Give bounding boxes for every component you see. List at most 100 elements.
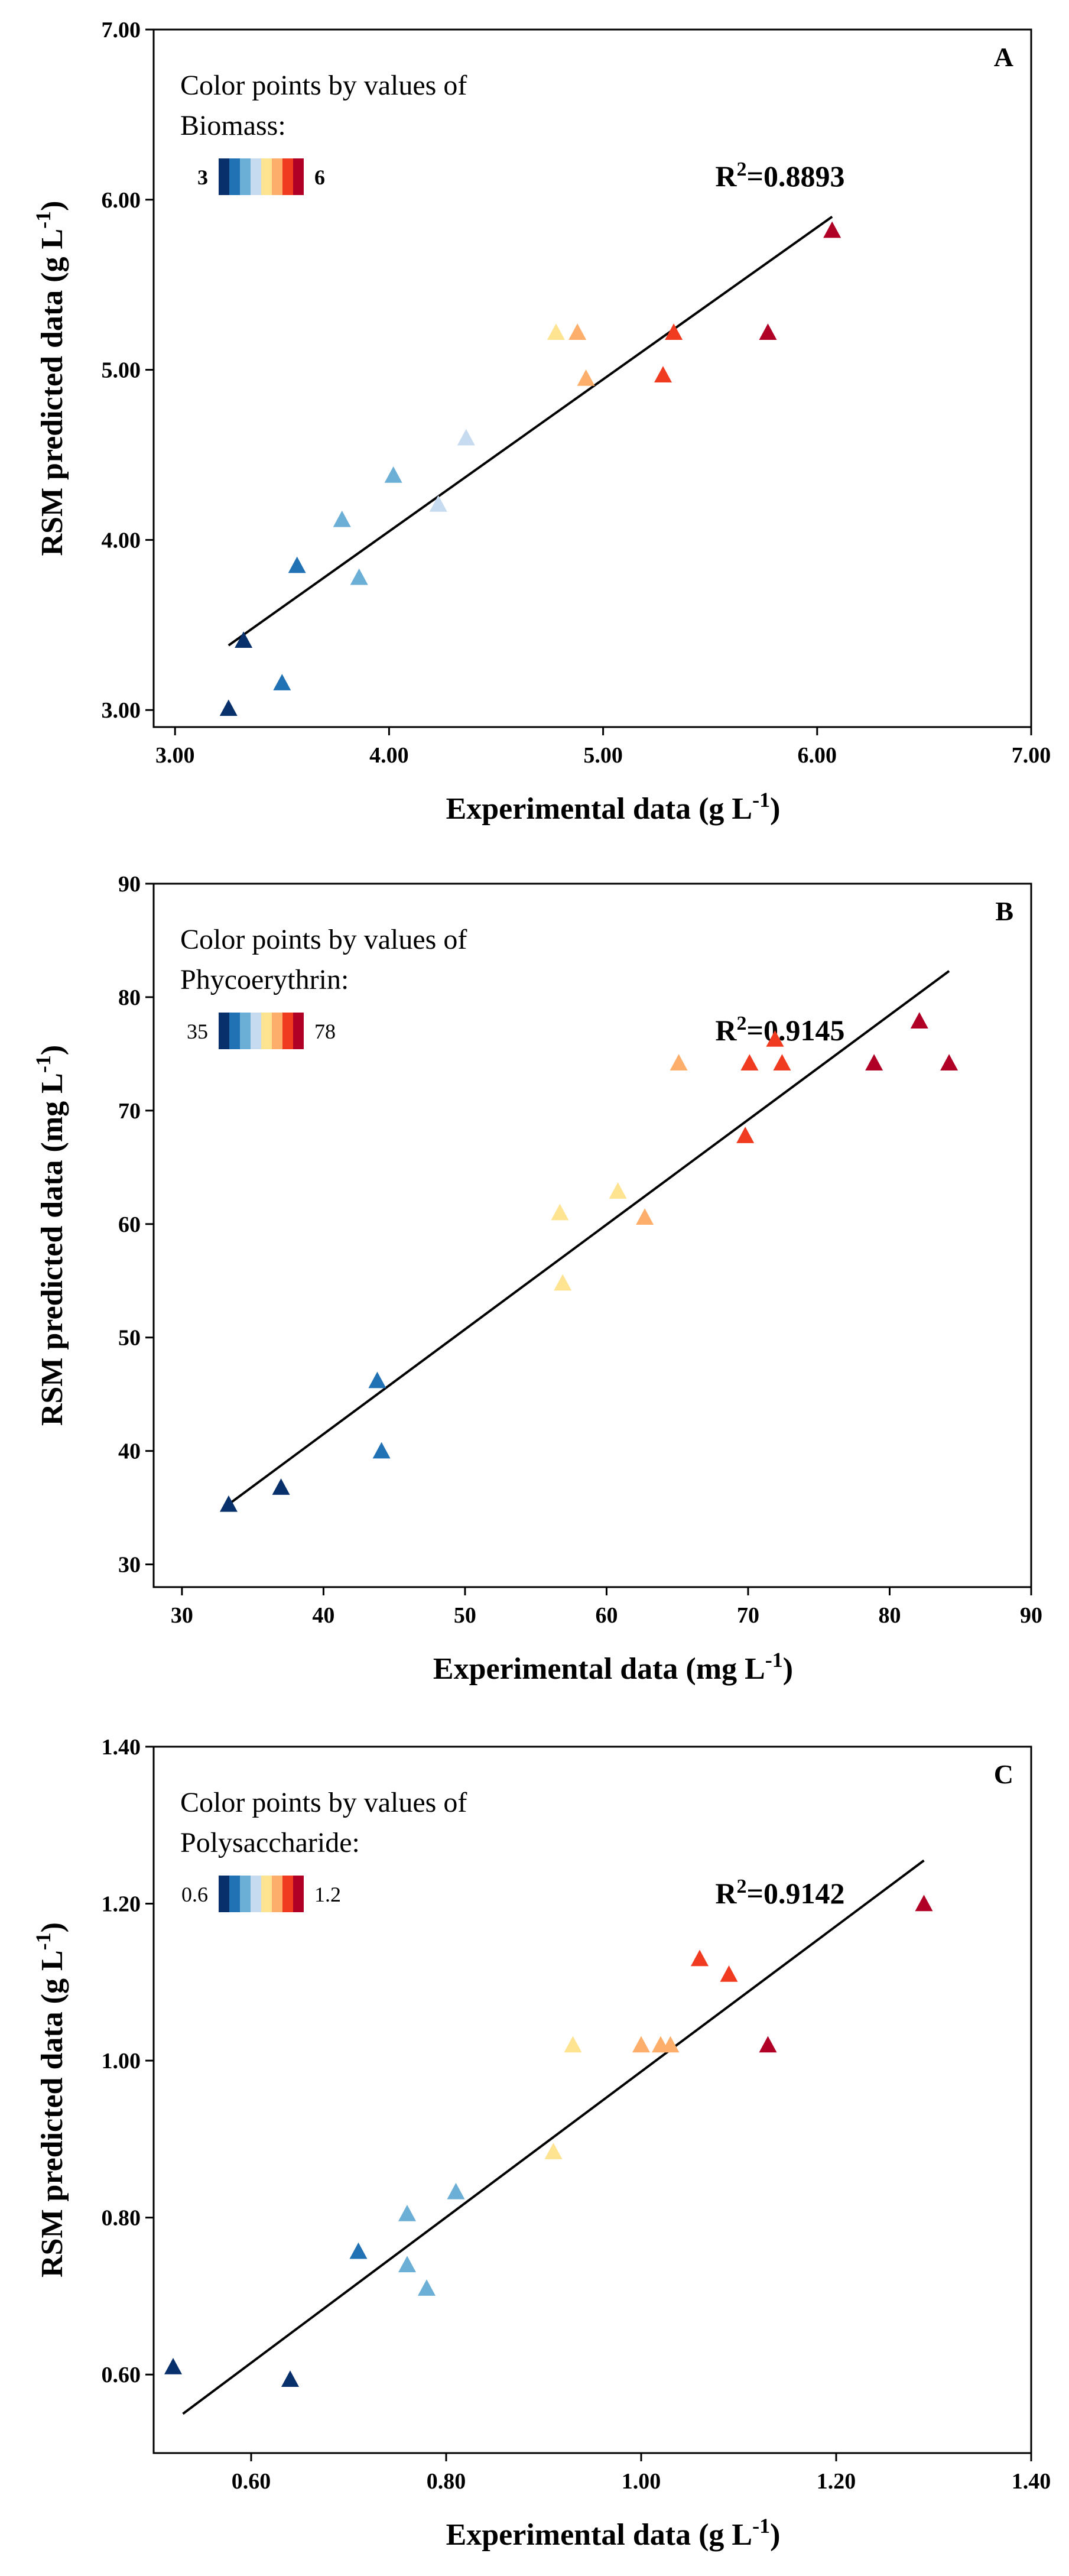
x-tick-label: 3.00 — [155, 743, 195, 768]
legend-color-swatch — [229, 1876, 240, 1912]
x-tick-label: 60 — [595, 1603, 618, 1628]
data-point — [398, 2205, 416, 2221]
x-tick-label: 5.00 — [583, 743, 623, 768]
x-tick-label: 0.60 — [232, 2469, 271, 2494]
y-tick-label: 6.00 — [102, 188, 141, 213]
y-tick-label: 5.00 — [102, 358, 141, 383]
y-axis-title: RSM predicted data (g L-1) — [31, 1922, 69, 2277]
panel-a: 3.00 4.00 5.00 6.00 7.00 3.00 4.00 5.00 6.00 7.00… — [31, 18, 1051, 826]
legend-color-swatch — [293, 158, 304, 195]
legend-title-line1: Color points by values of — [180, 70, 467, 101]
data-point — [350, 568, 368, 585]
data-point — [632, 2036, 650, 2053]
legend-color-swatch — [272, 158, 282, 195]
data-point — [429, 495, 447, 512]
legend-color-swatch — [282, 1013, 293, 1049]
data-point — [349, 2242, 368, 2259]
data-point — [636, 1208, 654, 1225]
data-point — [333, 510, 351, 527]
legend-color-swatch — [261, 158, 272, 195]
plot-frame — [152, 28, 1032, 728]
data-point — [372, 1442, 391, 1459]
legend-max-label: 1.2 — [314, 1883, 341, 1906]
x-tick-label: 40 — [312, 1603, 334, 1628]
y-tick-label: 80 — [118, 985, 141, 1010]
legend-color-swatch — [261, 1013, 272, 1049]
legend-color-swatch — [251, 1013, 261, 1049]
x-axis-title: Experimental data (mg L-1) — [433, 1648, 793, 1686]
panel-letter: B — [995, 896, 1013, 926]
data-point — [544, 2143, 563, 2159]
data-point — [447, 2182, 465, 2199]
panel-c: 0.60 0.80 1.00 1.20 1.40 0.60 0.80 1.00 1.20 1.40… — [31, 1735, 1051, 2552]
legend-color-swatch — [240, 158, 251, 195]
x-tick-label: 4.00 — [369, 743, 409, 768]
y-tick-label: 1.40 — [102, 1735, 141, 1760]
x-tick-label: 1.00 — [622, 2469, 661, 2494]
legend-min-label: 35 — [187, 1020, 208, 1043]
x-tick-label: 70 — [737, 1603, 759, 1628]
regression-line — [228, 215, 833, 647]
legend-color-swatch — [219, 1013, 229, 1049]
y-tick-label: 90 — [118, 872, 141, 897]
data-point — [766, 1030, 784, 1047]
data-point — [551, 1203, 569, 1221]
data-point — [368, 1371, 386, 1388]
data-point — [164, 2357, 182, 2374]
panel-letter: C — [994, 1759, 1013, 1789]
r-squared-label: R2=0.9142 — [715, 1876, 844, 1910]
data-point — [577, 369, 595, 386]
legend-title-line1: Color points by values of — [180, 924, 467, 955]
data-point — [691, 1949, 709, 1967]
y-tick-label: 50 — [118, 1326, 141, 1351]
legend-color-swatch — [293, 1013, 304, 1049]
legend-color-swatch — [261, 1876, 272, 1912]
legend-title-line1: Color points by values of — [180, 1787, 467, 1818]
data-point — [219, 1495, 238, 1512]
x-axis-title: Experimental data (g L-1) — [446, 788, 781, 826]
data-point — [281, 2370, 299, 2387]
x-tick-label: 90 — [1020, 1603, 1042, 1628]
legend-color-swatch — [240, 1876, 251, 1912]
data-point — [568, 323, 587, 340]
legend-min-label: 3 — [197, 166, 208, 189]
x-tick-label: 7.00 — [1012, 743, 1051, 768]
panel-b: 30 40 50 60 70 80 90 30 40 50 60 70 80 90 Experimental… — [31, 872, 1042, 1686]
data-point — [740, 1054, 759, 1071]
data-point — [235, 631, 253, 648]
data-point — [564, 2036, 582, 2053]
legend-min-label: 0.6 — [181, 1883, 208, 1906]
y-tick-label: 70 — [118, 1099, 141, 1124]
plot-frame — [152, 883, 1032, 1588]
legend-color-swatch — [229, 158, 240, 195]
data-point — [773, 1054, 791, 1071]
legend-title-line2: Biomass: — [180, 110, 286, 141]
y-tick-label: 3.00 — [102, 698, 141, 723]
legend-color-swatch — [219, 158, 229, 195]
y-tick-label: 4.00 — [102, 528, 141, 553]
data-point — [272, 1478, 290, 1495]
data-point — [457, 429, 475, 446]
y-tick-label: 30 — [118, 1553, 141, 1578]
y-tick-label: 60 — [118, 1212, 141, 1237]
regression-line — [182, 1859, 925, 2415]
data-point — [910, 1012, 928, 1029]
x-axis-title: Experimental data (g L-1) — [446, 2514, 781, 2552]
plot-frame — [152, 1746, 1032, 2454]
x-tick-label: 30 — [171, 1603, 193, 1628]
x-tick-label: 1.40 — [1012, 2469, 1051, 2494]
data-point — [759, 323, 777, 340]
data-point — [720, 1965, 738, 1982]
legend-max-label: 78 — [314, 1020, 336, 1043]
y-tick-label: 7.00 — [102, 18, 141, 43]
y-tick-label: 40 — [118, 1439, 141, 1464]
legend-color-swatch — [272, 1876, 282, 1912]
panel-letter: A — [994, 42, 1013, 72]
x-tick-label: 1.20 — [817, 2469, 856, 2494]
data-point — [654, 366, 672, 382]
data-point — [759, 2036, 777, 2053]
data-point — [273, 674, 291, 690]
legend-color-swatch — [282, 1876, 293, 1912]
y-tick-label: 1.20 — [102, 1892, 141, 1917]
